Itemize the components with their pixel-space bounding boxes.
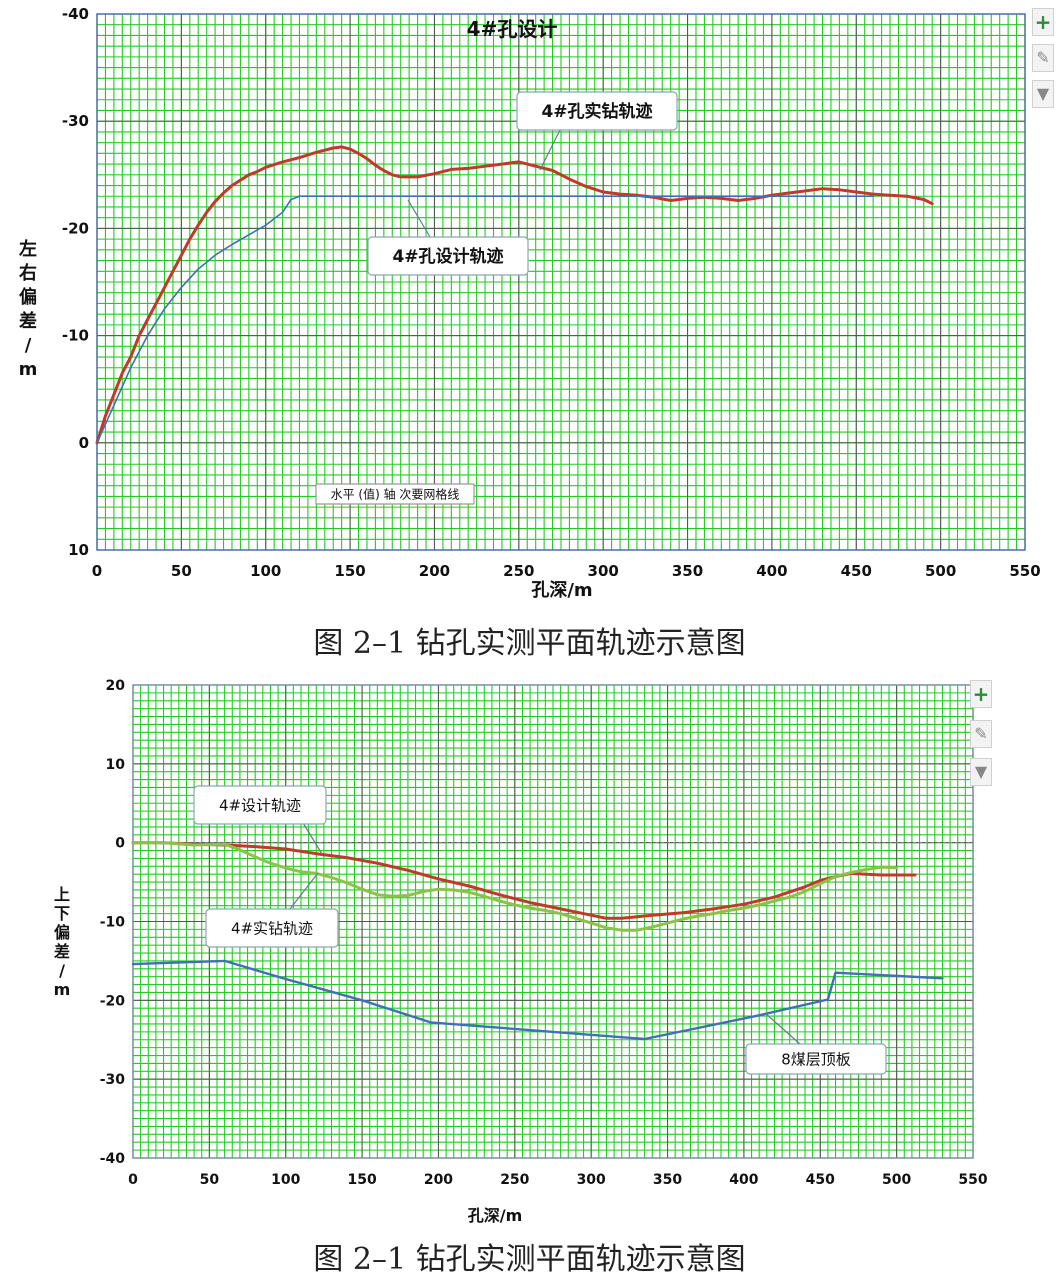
chart2-add-element-button[interactable]: + bbox=[970, 680, 992, 708]
callout-2: 4#孔设计轨迹 bbox=[367, 199, 529, 276]
y-tick-label: 20 bbox=[106, 678, 126, 694]
y-tick-label: 10 bbox=[68, 541, 89, 559]
series-line-2 bbox=[131, 841, 899, 932]
series-line-1 bbox=[95, 145, 934, 445]
x-tick-label: 350 bbox=[653, 1172, 682, 1188]
x-tick-label: 0 bbox=[128, 1172, 138, 1188]
plot-frame bbox=[96, 13, 1026, 551]
callout-box bbox=[367, 236, 529, 276]
x-tick-label: 400 bbox=[756, 562, 787, 580]
x-tick-label: 150 bbox=[347, 1172, 376, 1188]
callout-leader bbox=[289, 872, 319, 910]
callout-leader bbox=[539, 129, 561, 171]
callout-box bbox=[516, 91, 678, 131]
x-tick-label: 100 bbox=[271, 1172, 300, 1188]
chart1-style-button[interactable]: ✎ bbox=[1032, 44, 1054, 72]
callout-leader bbox=[764, 1012, 801, 1045]
chart2-y-axis-label: 上下偏差/m bbox=[54, 885, 71, 999]
callout-3: 水平 (值) 轴 次要网格线 bbox=[315, 483, 475, 505]
x-tick-label: 550 bbox=[1009, 562, 1040, 580]
y-tick-label: -10 bbox=[62, 327, 89, 345]
y-tick-label: 10 bbox=[106, 757, 126, 773]
figure2-caption: 图 2–1 钻孔实测平面轨迹示意图 bbox=[313, 1242, 746, 1277]
x-tick-label: 200 bbox=[424, 1172, 453, 1188]
vertical-trajectory-chart: 0 50 100 150 200 250 300 350 400 450 500 55020100-1… bbox=[54, 678, 988, 1225]
chart1-title: 4#孔设计 bbox=[467, 17, 558, 41]
chart2-axes: 0 50 100 150 200 250 300 350 400 450 500 55020100-1… bbox=[100, 678, 988, 1188]
x-tick-label: 200 bbox=[419, 562, 450, 580]
callout-box bbox=[193, 785, 327, 825]
x-tick-label: 500 bbox=[925, 562, 956, 580]
callout-box bbox=[205, 908, 339, 948]
callout-text: 水平 (值) 轴 次要网格线 bbox=[331, 486, 460, 501]
x-tick-label: 400 bbox=[729, 1172, 758, 1188]
series-line-2 bbox=[96, 195, 874, 444]
callout-1: 4#设计轨迹 bbox=[193, 785, 327, 855]
chart1-x-axis-label: 孔深/m bbox=[531, 579, 592, 601]
x-tick-label: 50 bbox=[171, 562, 192, 580]
y-tick-label: -10 bbox=[100, 915, 126, 931]
plan-trajectory-chart: 0 50 100 150 200 250 300 350 400 450 500 550-40-30-… bbox=[19, 5, 1041, 601]
callout-box bbox=[745, 1043, 887, 1075]
x-tick-label: 50 bbox=[200, 1172, 220, 1188]
callout-text: 8煤层顶板 bbox=[781, 1050, 851, 1068]
chart1-filter-button[interactable]: ▼ bbox=[1032, 80, 1054, 108]
callout-text: 4#孔设计轨迹 bbox=[392, 246, 503, 267]
chart1-axes: 0 50 100 150 200 250 300 350 400 450 500 550-40-30-… bbox=[62, 5, 1041, 580]
x-tick-label: 250 bbox=[500, 1172, 529, 1188]
chart1-y-axis-label: 左右偏差/m bbox=[19, 238, 38, 380]
y-tick-label: -40 bbox=[62, 5, 89, 23]
x-tick-label: 350 bbox=[672, 562, 703, 580]
x-tick-label: 0 bbox=[92, 562, 102, 580]
callout-3: 8煤层顶板 bbox=[745, 1012, 887, 1075]
figure1-caption: 图 2–1 钻孔实测平面轨迹示意图 bbox=[313, 626, 746, 661]
y-tick-label: -20 bbox=[62, 219, 89, 237]
x-tick-label: 450 bbox=[806, 1172, 835, 1188]
callout-text: 4#孔实钻轨迹 bbox=[541, 101, 652, 122]
x-tick-label: 300 bbox=[577, 1172, 606, 1188]
series-line-3 bbox=[131, 959, 944, 1041]
chart2-annotations: 4#设计轨迹 4#实钻轨迹 8煤层顶板 bbox=[193, 785, 887, 1075]
callout-box bbox=[315, 483, 475, 505]
y-tick-label: -40 bbox=[100, 1151, 126, 1167]
chart2-series bbox=[131, 841, 944, 1041]
x-tick-label: 100 bbox=[250, 562, 281, 580]
chart2-style-button[interactable]: ✎ bbox=[970, 720, 992, 748]
chart1-add-element-button[interactable]: + bbox=[1032, 8, 1054, 36]
y-tick-label: 0 bbox=[79, 434, 89, 452]
x-tick-label: 550 bbox=[958, 1172, 987, 1188]
x-tick-label: 300 bbox=[588, 562, 619, 580]
callout-leader bbox=[407, 199, 431, 238]
y-tick-label: -30 bbox=[62, 112, 89, 130]
x-tick-label: 450 bbox=[841, 562, 872, 580]
chart1-series bbox=[95, 145, 934, 445]
x-tick-label: 250 bbox=[503, 562, 534, 580]
callout-text: 4#设计轨迹 bbox=[219, 796, 301, 814]
callout-text: 4#实钻轨迹 bbox=[231, 919, 313, 937]
callout-1: 4#孔实钻轨迹 bbox=[516, 91, 678, 171]
chart2-filter-button[interactable]: ▼ bbox=[970, 758, 992, 786]
callout-2: 4#实钻轨迹 bbox=[205, 872, 339, 948]
y-tick-label: -30 bbox=[100, 1072, 126, 1088]
y-tick-label: -20 bbox=[100, 993, 126, 1009]
x-tick-label: 150 bbox=[334, 562, 365, 580]
chart2-x-axis-label: 孔深/m bbox=[468, 1206, 523, 1225]
y-tick-label: 0 bbox=[115, 836, 125, 852]
plot-frame bbox=[132, 684, 974, 1159]
x-tick-label: 500 bbox=[882, 1172, 911, 1188]
